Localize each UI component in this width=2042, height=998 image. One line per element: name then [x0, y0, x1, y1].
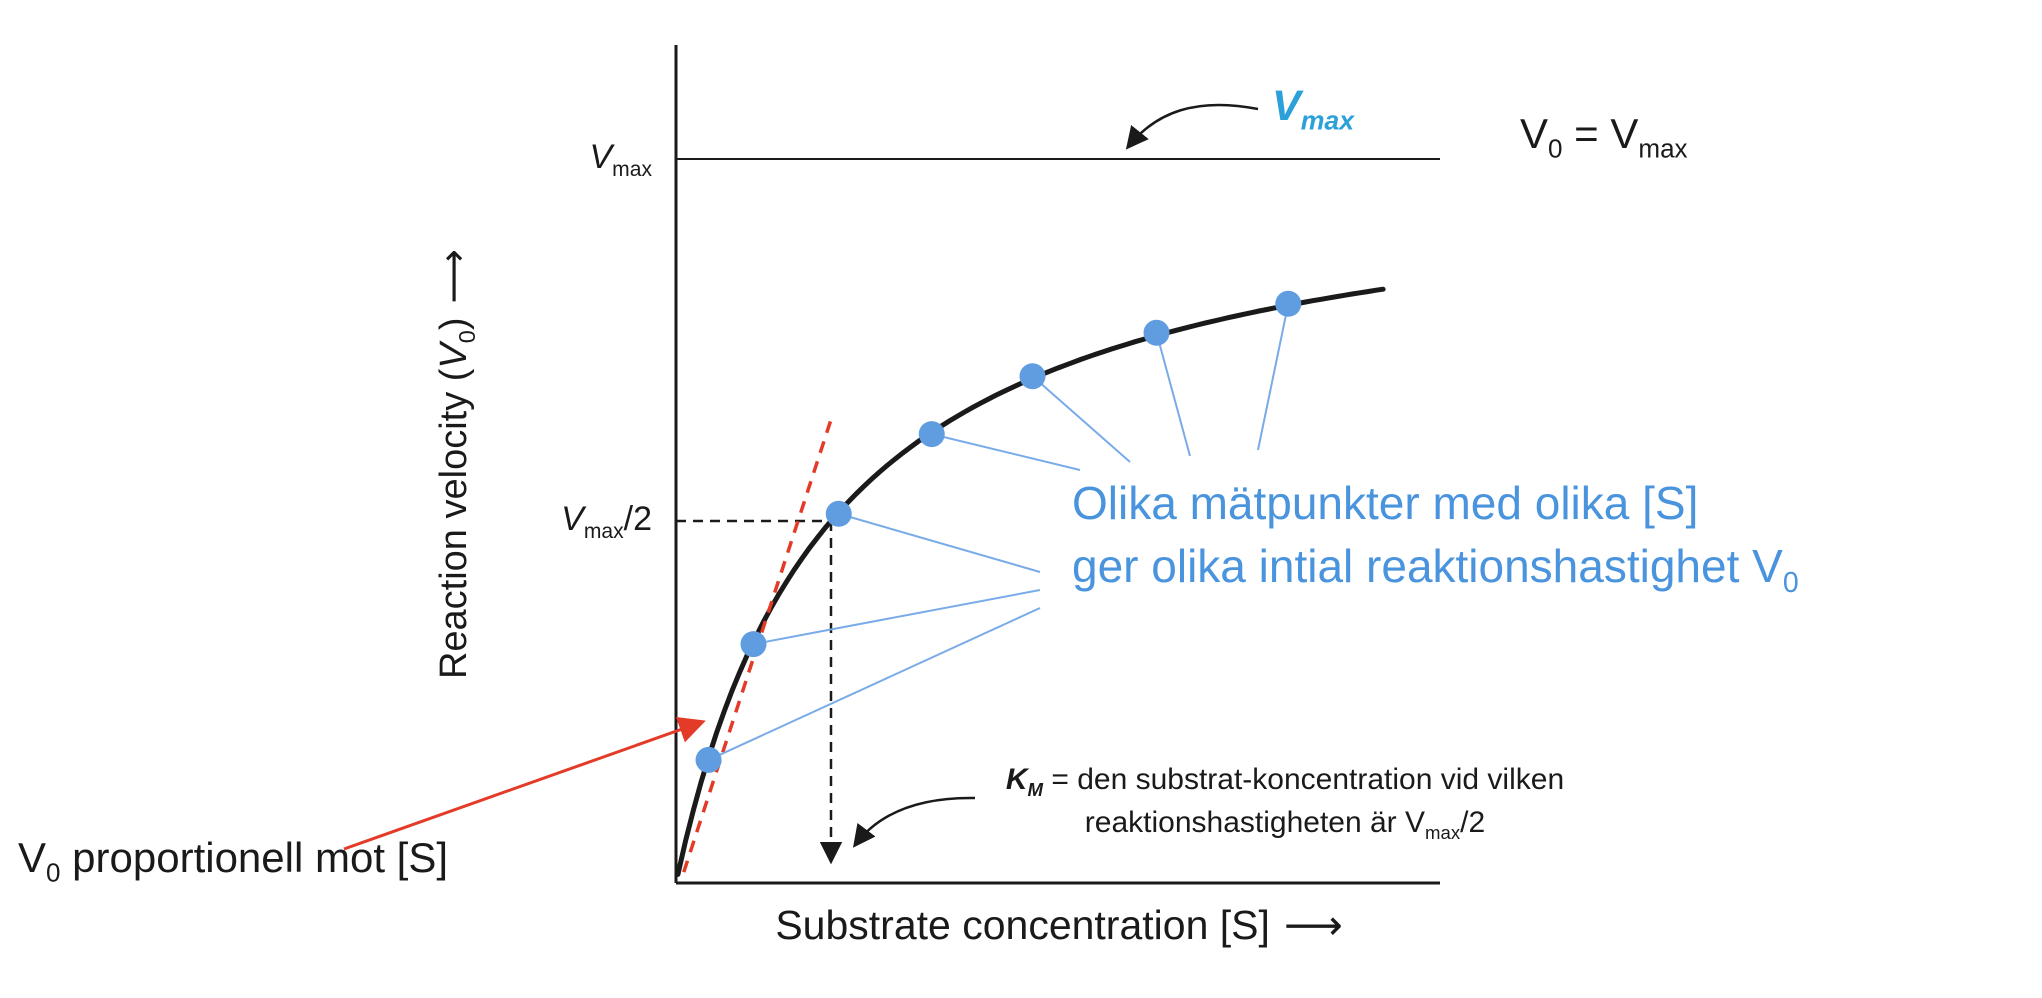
- vmax-half-tick-suffix: /2: [623, 500, 652, 538]
- vmax-pointer-arrow: [1125, 103, 1259, 150]
- vmax-half-tick-sub: max: [583, 519, 624, 543]
- data-point: [918, 421, 945, 448]
- vmax-half-tick-var: V: [561, 500, 584, 538]
- pointer-line: [708, 607, 1041, 761]
- vmax-tick-var: V: [589, 138, 613, 176]
- y-axis-label-close: ): [433, 317, 476, 331]
- axes: [674, 45, 1440, 885]
- km-note-line2-sub: max: [1425, 821, 1461, 843]
- pointer-line: [1155, 332, 1191, 457]
- guide-lines: [676, 519, 843, 865]
- y-axis-label-var: V: [433, 343, 476, 369]
- data-point: [1275, 290, 1302, 317]
- km-note-line2: reaktionshastigheten är Vmax/2: [945, 803, 1625, 846]
- km-note-line1-text: = den substrat-koncentration vid vilken: [1043, 763, 1565, 796]
- data-point: [695, 746, 722, 773]
- pointer-line: [1257, 303, 1290, 451]
- pointer-line: [753, 589, 1041, 646]
- vmax-pointer-label: Vmax: [1272, 82, 1354, 137]
- km-note: KM = den substrat-koncentration vid vilk…: [945, 760, 1625, 846]
- proportionality-arrow: [343, 716, 706, 851]
- pointer-line: [1031, 375, 1131, 463]
- annotation-arrows: [343, 103, 1259, 851]
- km-note-line1: KM = den substrat-koncentration vid vilk…: [945, 760, 1625, 803]
- x-axis-label: Substrate concentration [S] ⟶: [676, 901, 1442, 949]
- data-point: [825, 500, 852, 527]
- data-point: [1019, 363, 1046, 390]
- vmax-tick-label: Vmax: [452, 138, 652, 182]
- prop-note-sub: 0: [46, 857, 61, 888]
- y-axis-label: Reaction velocity (V0)⟶: [431, 249, 481, 679]
- y-axis-arrow-icon: ⟶: [431, 248, 476, 304]
- v0eq-equals: =: [1562, 110, 1611, 157]
- pointer-lines: [708, 303, 1290, 761]
- v0eq-sub1: 0: [1548, 133, 1563, 164]
- y-axis-label-sub: 0: [453, 330, 480, 344]
- proportionality-note: V0 proportionell mot [S]: [18, 834, 448, 888]
- measurement-note-line2-sub: 0: [1782, 567, 1799, 600]
- vmax-pointer-var: V: [1272, 82, 1301, 130]
- v0eq-v2: V: [1610, 110, 1639, 157]
- pointer-line: [838, 512, 1041, 573]
- km-pointer-arrow: [852, 796, 976, 848]
- data-point: [740, 631, 767, 658]
- v0-equals-vmax-label: V0 = Vmax: [1520, 110, 1688, 164]
- prop-note-text: proportionell mot [S]: [60, 834, 449, 881]
- pointer-line: [931, 433, 1081, 471]
- km-note-line2-suffix: /2: [1460, 805, 1486, 839]
- measurement-note: Olika mätpunkter med olika [S] ger olika…: [1072, 472, 1799, 604]
- measurement-note-line1: Olika mätpunkter med olika [S]: [1072, 477, 1699, 529]
- vmax-half-tick-label: Vmax/2: [452, 500, 652, 544]
- km-note-line2-text: reaktionshastigheten är V: [1084, 805, 1426, 839]
- x-axis-label-text: Substrate concentration [S]: [775, 902, 1270, 948]
- km-note-k-sub: M: [1027, 779, 1044, 800]
- vmax-tick-sub: max: [612, 157, 652, 181]
- v0eq-sub2: max: [1638, 133, 1688, 164]
- data-points: [695, 290, 1302, 773]
- vmax-pointer-sub: max: [1300, 105, 1355, 136]
- measurement-note-line2-text: ger olika intial reaktionshastighet V: [1072, 540, 1783, 593]
- km-note-k: K: [1005, 763, 1028, 796]
- x-axis-arrow-icon: ⟶: [1283, 901, 1343, 949]
- measurement-note-line2: ger olika intial reaktionshastighet V0: [1072, 535, 1799, 604]
- data-point: [1143, 319, 1170, 346]
- v0eq-v1: V: [1520, 110, 1549, 157]
- prop-note-var: V: [18, 834, 47, 881]
